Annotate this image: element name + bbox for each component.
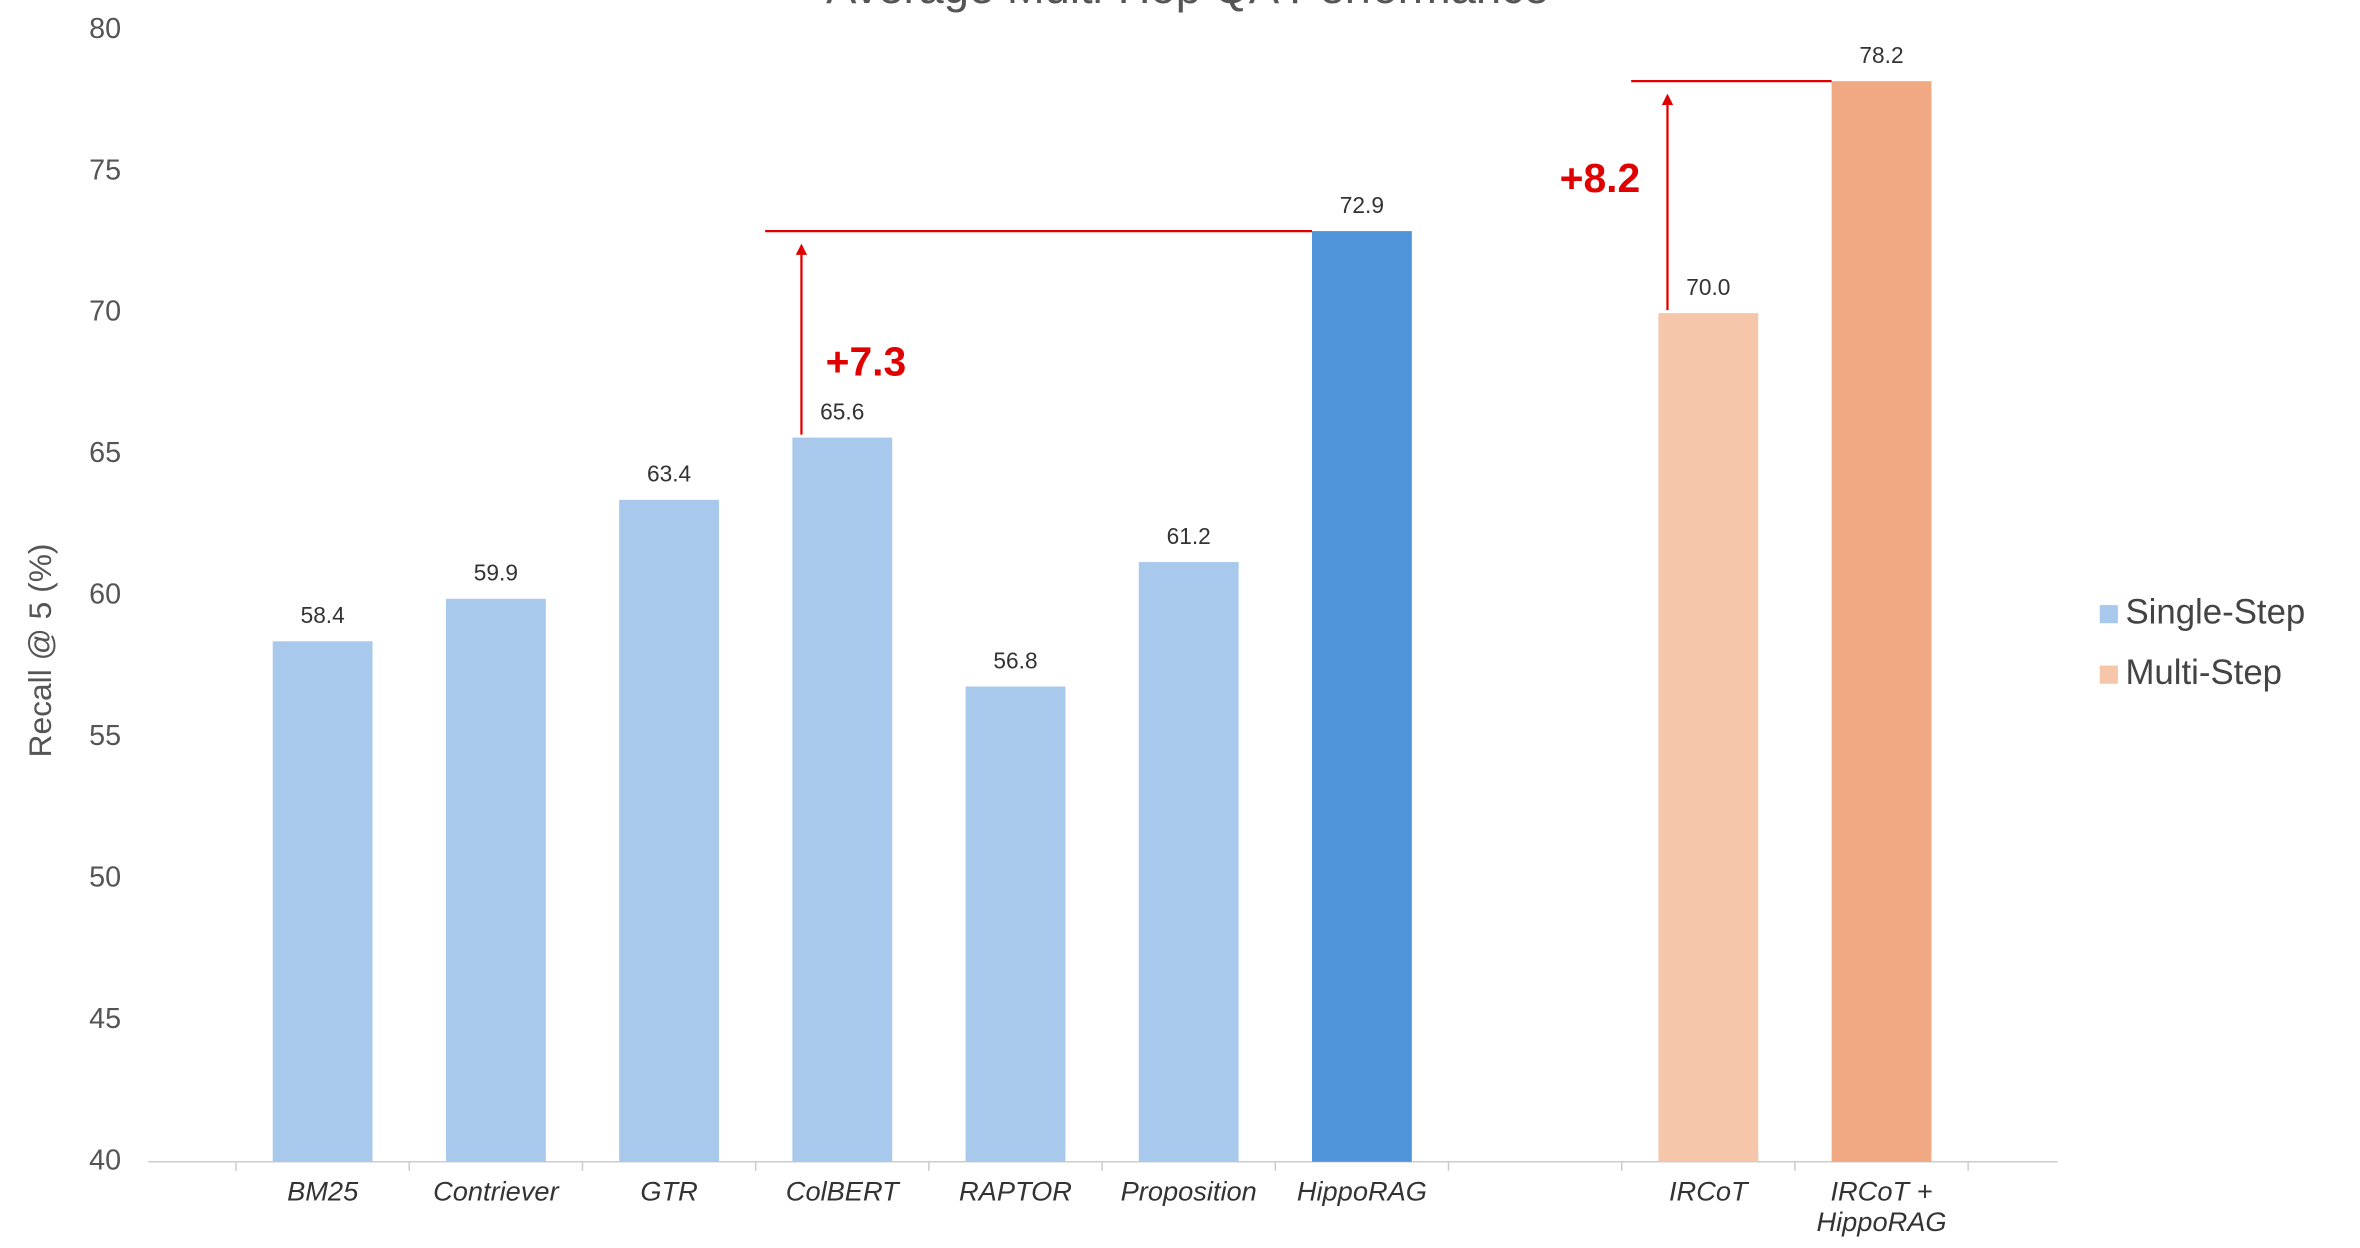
y-tick-label: 45 <box>89 1003 121 1035</box>
y-axis-label: Recall @ 5 (%) <box>22 543 58 757</box>
y-tick-label: 80 <box>89 13 121 45</box>
y-tick-label: 70 <box>89 296 121 328</box>
legend-label: Single-Step <box>2125 593 2305 631</box>
x-tick-label: BM25 <box>287 1176 359 1207</box>
value-label: 65.6 <box>820 398 864 424</box>
value-label: 78.2 <box>1859 42 1903 68</box>
bar <box>1138 562 1239 1162</box>
legend-swatch <box>2099 605 2118 624</box>
annotation-text: +7.3 <box>826 338 907 384</box>
annotation-text: +8.2 <box>1560 155 1641 201</box>
y-tick-label: 75 <box>89 154 121 186</box>
value-label: 59.9 <box>474 560 518 586</box>
y-tick-label: 50 <box>89 861 121 893</box>
x-tick-label: IRCoT <box>1669 1176 1750 1207</box>
legend-swatch <box>2099 665 2118 684</box>
value-label: 70.0 <box>1686 274 1730 300</box>
value-label: 61.2 <box>1167 523 1211 549</box>
y-tick-label: 60 <box>89 579 121 611</box>
legend-label: Multi-Step <box>2125 654 2282 692</box>
bar <box>792 437 893 1162</box>
value-label: 56.8 <box>993 647 1037 673</box>
bar <box>1311 231 1412 1162</box>
chart-title: Average Multi-Hop QA Performance <box>826 0 1549 13</box>
x-tick-label: ColBERT <box>786 1176 901 1207</box>
x-tick-label: GTR <box>640 1176 697 1207</box>
x-tick-label: Contriever <box>433 1176 559 1207</box>
bar <box>445 598 546 1162</box>
x-tick-label: HippoRAG <box>1297 1176 1427 1207</box>
bar <box>1658 313 1759 1162</box>
value-label: 72.9 <box>1340 192 1384 218</box>
y-tick-label: 40 <box>89 1144 121 1176</box>
bar <box>619 499 719 1162</box>
y-tick-label: 55 <box>89 720 121 752</box>
bar <box>1831 81 1932 1162</box>
x-tick-label: RAPTOR <box>959 1176 1072 1207</box>
y-tick-label: 65 <box>89 437 121 469</box>
x-tick-label: IRCoT + HippoRAG <box>1816 1176 1946 1237</box>
bar <box>965 686 1066 1162</box>
x-tick-label: Proposition <box>1121 1176 1257 1207</box>
bar <box>272 641 373 1162</box>
value-label: 58.4 <box>301 602 345 628</box>
value-label: 63.4 <box>647 461 691 487</box>
